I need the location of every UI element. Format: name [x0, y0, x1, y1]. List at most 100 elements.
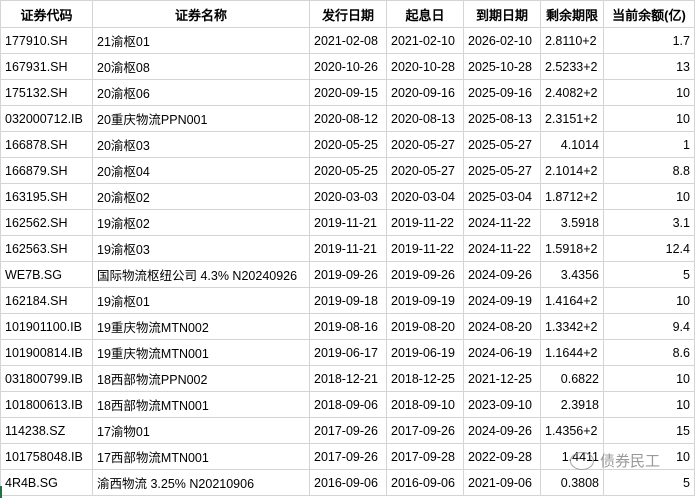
table-cell[interactable]: 4.1014: [540, 131, 604, 158]
table-cell[interactable]: 2023-09-10: [463, 391, 541, 418]
table-cell[interactable]: 2020-08-13: [386, 105, 464, 132]
table-cell[interactable]: 101900814.IB: [0, 339, 93, 366]
table-cell[interactable]: 2019-09-19: [386, 287, 464, 314]
table-cell[interactable]: 2020-10-28: [386, 53, 464, 80]
table-cell[interactable]: 10: [603, 365, 695, 392]
table-cell[interactable]: 2021-02-10: [386, 27, 464, 54]
table-cell[interactable]: 2024-11-22: [463, 209, 541, 236]
table-cell[interactable]: 19渝枢01: [92, 287, 310, 314]
column-header[interactable]: 到期日期: [463, 0, 541, 28]
table-cell[interactable]: 114238.SZ: [0, 417, 93, 444]
table-cell[interactable]: 20渝枢02: [92, 183, 310, 210]
table-cell[interactable]: 2020-09-15: [309, 79, 387, 106]
table-cell[interactable]: 2024-06-19: [463, 339, 541, 366]
table-cell[interactable]: 2025-05-27: [463, 157, 541, 184]
table-cell[interactable]: 166878.SH: [0, 131, 93, 158]
table-cell[interactable]: 101758048.IB: [0, 443, 93, 470]
table-cell[interactable]: 20重庆物流PPN001: [92, 105, 310, 132]
table-cell[interactable]: 1: [603, 131, 695, 158]
table-cell[interactable]: 13: [603, 53, 695, 80]
table-cell[interactable]: 101800613.IB: [0, 391, 93, 418]
table-cell[interactable]: 2021-09-06: [463, 469, 541, 496]
table-cell[interactable]: 2018-12-21: [309, 365, 387, 392]
table-cell[interactable]: 2019-11-22: [386, 235, 464, 262]
table-cell[interactable]: 2021-02-08: [309, 27, 387, 54]
table-cell[interactable]: 20渝枢08: [92, 53, 310, 80]
table-cell[interactable]: 2024-09-26: [463, 417, 541, 444]
column-header[interactable]: 起息日: [386, 0, 464, 28]
table-cell[interactable]: 2020-03-04: [386, 183, 464, 210]
table-cell[interactable]: 2019-09-18: [309, 287, 387, 314]
table-cell[interactable]: 163195.SH: [0, 183, 93, 210]
table-cell[interactable]: 8.6: [603, 339, 695, 366]
table-cell[interactable]: 2024-09-26: [463, 261, 541, 288]
table-cell[interactable]: 2.1014+2: [540, 157, 604, 184]
table-cell[interactable]: 2018-12-25: [386, 365, 464, 392]
table-cell[interactable]: 1.4164+2: [540, 287, 604, 314]
table-cell[interactable]: 2020-05-27: [386, 157, 464, 184]
table-cell[interactable]: 175132.SH: [0, 79, 93, 106]
table-cell[interactable]: 15: [603, 417, 695, 444]
table-cell[interactable]: 10: [603, 391, 695, 418]
table-cell[interactable]: 2017-09-28: [386, 443, 464, 470]
table-cell[interactable]: 2019-06-19: [386, 339, 464, 366]
column-header[interactable]: 剩余期限: [540, 0, 604, 28]
table-cell[interactable]: 4R4B.SG: [0, 469, 93, 496]
table-cell[interactable]: 10: [603, 443, 695, 470]
column-header[interactable]: 发行日期: [309, 0, 387, 28]
table-cell[interactable]: 166879.SH: [0, 157, 93, 184]
table-cell[interactable]: 2025-03-04: [463, 183, 541, 210]
table-cell[interactable]: 2016-09-06: [309, 469, 387, 496]
table-cell[interactable]: 2019-11-21: [309, 209, 387, 236]
table-cell[interactable]: 2019-09-26: [309, 261, 387, 288]
table-cell[interactable]: 国际物流枢纽公司 4.3% N20240926: [92, 261, 310, 288]
table-cell[interactable]: 2017-09-26: [386, 417, 464, 444]
table-cell[interactable]: 2021-12-25: [463, 365, 541, 392]
table-cell[interactable]: 2025-09-16: [463, 79, 541, 106]
table-cell[interactable]: 17西部物流MTN001: [92, 443, 310, 470]
table-cell[interactable]: 2018-09-06: [309, 391, 387, 418]
table-cell[interactable]: 2019-08-16: [309, 313, 387, 340]
column-header[interactable]: 当前余额(亿): [603, 0, 695, 28]
table-cell[interactable]: 1.7: [603, 27, 695, 54]
table-cell[interactable]: WE7B.SG: [0, 261, 93, 288]
column-header[interactable]: 证券代码: [0, 0, 93, 28]
table-cell[interactable]: 3.1: [603, 209, 695, 236]
table-cell[interactable]: 031800799.IB: [0, 365, 93, 392]
table-cell[interactable]: 101901100.IB: [0, 313, 93, 340]
table-cell[interactable]: 032000712.IB: [0, 105, 93, 132]
table-cell[interactable]: 10: [603, 105, 695, 132]
table-cell[interactable]: 2020-05-25: [309, 131, 387, 158]
table-cell[interactable]: 19重庆物流MTN002: [92, 313, 310, 340]
table-cell[interactable]: 2020-10-26: [309, 53, 387, 80]
table-cell[interactable]: 162184.SH: [0, 287, 93, 314]
table-cell[interactable]: 12.4: [603, 235, 695, 262]
table-cell[interactable]: 10: [603, 287, 695, 314]
table-cell[interactable]: 2018-09-10: [386, 391, 464, 418]
table-cell[interactable]: 2019-11-21: [309, 235, 387, 262]
table-cell[interactable]: 1.1644+2: [540, 339, 604, 366]
table-cell[interactable]: 2.3151+2: [540, 105, 604, 132]
table-cell[interactable]: 0.3808: [540, 469, 604, 496]
table-cell[interactable]: 2.5233+2: [540, 53, 604, 80]
table-cell[interactable]: 2020-05-27: [386, 131, 464, 158]
table-cell[interactable]: 162563.SH: [0, 235, 93, 262]
table-cell[interactable]: 2020-05-25: [309, 157, 387, 184]
table-cell[interactable]: 17渝物01: [92, 417, 310, 444]
table-cell[interactable]: 2019-06-17: [309, 339, 387, 366]
table-cell[interactable]: 10: [603, 79, 695, 106]
table-cell[interactable]: 21渝枢01: [92, 27, 310, 54]
table-cell[interactable]: 18西部物流PPN002: [92, 365, 310, 392]
table-cell[interactable]: 8.8: [603, 157, 695, 184]
table-cell[interactable]: 2019-09-26: [386, 261, 464, 288]
table-cell[interactable]: 2016-09-06: [386, 469, 464, 496]
table-cell[interactable]: 2025-08-13: [463, 105, 541, 132]
table-cell[interactable]: 19渝枢03: [92, 235, 310, 262]
table-cell[interactable]: 162562.SH: [0, 209, 93, 236]
table-cell[interactable]: 渝西物流 3.25% N20210906: [92, 469, 310, 496]
table-cell[interactable]: 2022-09-28: [463, 443, 541, 470]
table-cell[interactable]: 2024-11-22: [463, 235, 541, 262]
table-cell[interactable]: 1.4356+2: [540, 417, 604, 444]
table-cell[interactable]: 2020-09-16: [386, 79, 464, 106]
column-header[interactable]: 证券名称: [92, 0, 310, 28]
